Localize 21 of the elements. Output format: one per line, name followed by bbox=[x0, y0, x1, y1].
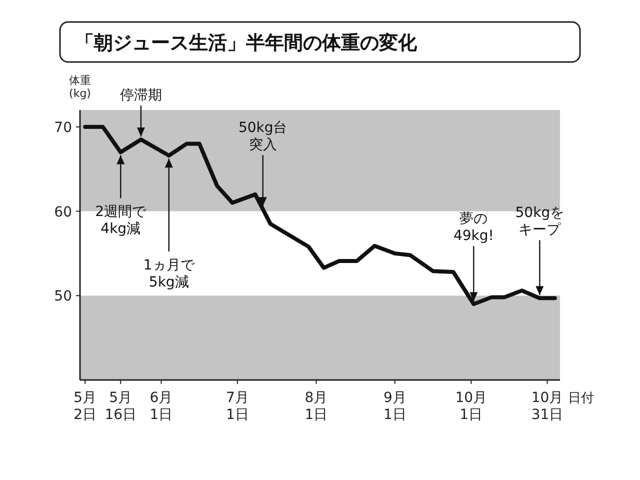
y-tick-label: 70 bbox=[54, 120, 72, 136]
y-tick-label: 60 bbox=[54, 204, 72, 220]
x-tick-label: 6月 1日 bbox=[150, 390, 173, 423]
annotation: 50kgをキープ bbox=[515, 205, 564, 238]
annotation: 50kg台突入 bbox=[238, 120, 288, 154]
y-axis-title: 体重 (kg) bbox=[69, 74, 91, 100]
x-axis-title: 日付 bbox=[568, 391, 594, 406]
x-tick-label: 5月 2日 bbox=[74, 390, 97, 423]
annotation: 2週間で4kg減 bbox=[95, 204, 148, 238]
x-tick-label: 10月 31日 bbox=[531, 390, 564, 423]
annotation: 1ヵ月で5kg減 bbox=[143, 258, 196, 291]
x-tick-label: 9月 1日 bbox=[383, 390, 406, 423]
y-tick-label: 50 bbox=[54, 288, 72, 305]
x-tick-label: 5月 16日 bbox=[104, 390, 137, 423]
x-tick-label: 10月 1日 bbox=[455, 390, 488, 423]
annotation: 夢の49kg! bbox=[453, 211, 494, 244]
title: 「朝ジュース生活」半年間の体重の変化 bbox=[59, 21, 581, 63]
x-tick-label: 7月 1日 bbox=[226, 390, 249, 423]
annotation: 停滞期 bbox=[120, 88, 162, 104]
x-tick-label: 8月 1日 bbox=[304, 390, 328, 423]
chart-title: 「朝ジュース生活」半年間の体重の変化 bbox=[75, 32, 418, 54]
